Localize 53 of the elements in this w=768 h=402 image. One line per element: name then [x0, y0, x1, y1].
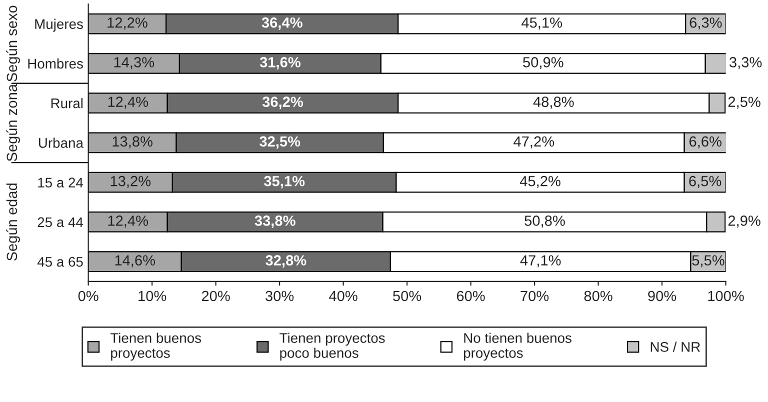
data-label: 13,2% — [110, 176, 151, 188]
y-tick-label: 25 a 44 — [38, 217, 84, 228]
data-label: 6,6% — [689, 136, 722, 148]
x-tick-label: 100% — [708, 290, 744, 302]
data-label: 12,4% — [108, 96, 148, 109]
data-label: 36,2% — [262, 96, 304, 110]
data-label: 3,3% — [730, 57, 762, 70]
data-label: 31,6% — [260, 57, 300, 70]
data-label: 50,9% — [523, 57, 564, 70]
x-tick-label: 0% — [78, 290, 98, 302]
data-label: 6,5% — [689, 176, 722, 188]
y-tick-label: Mujeres — [35, 18, 83, 32]
x-tick-label: 10% — [138, 290, 166, 302]
y-tick-label: Rural — [51, 98, 83, 108]
x-tick-label: 50% — [393, 290, 422, 302]
data-label: 36,4% — [262, 17, 302, 30]
data-label: 48,8% — [533, 96, 574, 109]
legend-label: Tienen buenos proyectos — [110, 332, 202, 361]
x-tick-label: 80% — [584, 290, 612, 302]
legend-label: No tienen buenos proyectos — [464, 332, 572, 361]
data-label: 2,5% — [728, 96, 760, 109]
x-tick-label: 90% — [648, 290, 676, 302]
data-label: 45,1% — [522, 17, 562, 30]
data-label: 5,5% — [692, 255, 724, 268]
legend-label: Tienen proyectos poco buenos — [280, 332, 385, 361]
y-tick-label: Urbana — [38, 138, 84, 148]
data-label: 12,2% — [108, 17, 148, 30]
y-tick-label: Hombres — [28, 58, 83, 69]
x-tick-label: 60% — [456, 290, 485, 302]
y-tick-label: 15 a 24 — [38, 178, 84, 188]
data-label: 6,3% — [690, 17, 722, 30]
x-tick-label: 40% — [329, 290, 358, 302]
data-label: 47,2% — [514, 136, 554, 148]
data-label: 13,8% — [112, 136, 152, 148]
data-label: 14,3% — [114, 57, 154, 70]
text: Según zona — [6, 84, 20, 162]
data-label: 32,5% — [260, 136, 300, 149]
data-label: 50,8% — [524, 216, 565, 228]
x-tick-label: 20% — [202, 290, 230, 302]
data-label: 12,4% — [108, 216, 148, 228]
data-label: 47,1% — [520, 255, 561, 268]
data-label: 33,8% — [254, 216, 296, 228]
data-label: 2,9% — [728, 216, 760, 228]
data-label: 35,1% — [264, 176, 305, 188]
text: Según edad — [6, 184, 20, 261]
x-tick-label: 30% — [266, 290, 294, 302]
data-label: 32,8% — [266, 255, 306, 268]
data-label: 14,6% — [115, 255, 156, 268]
data-label: 45,2% — [520, 176, 560, 188]
legend-label: NS / NR — [650, 342, 700, 352]
y-tick-label: 45 a 65 — [37, 256, 83, 267]
x-tick-label: 70% — [520, 290, 549, 302]
text: Según sexo — [6, 6, 20, 82]
